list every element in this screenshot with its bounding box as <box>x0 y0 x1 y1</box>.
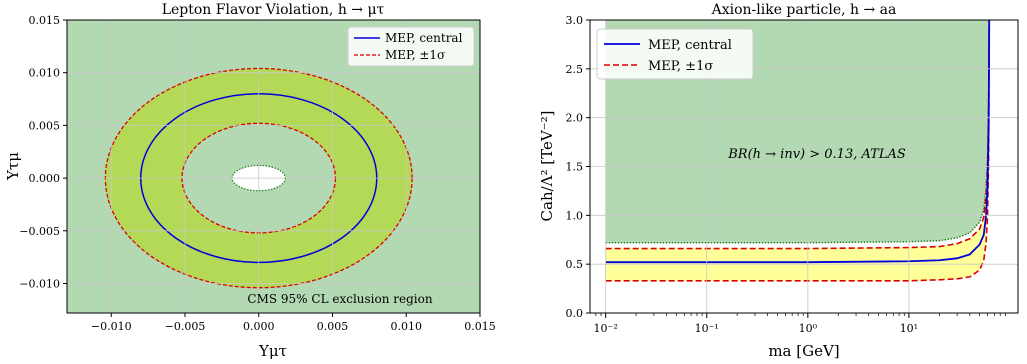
alp-central-line <box>605 20 991 264</box>
lfv-y-tick-label: 0.005 <box>29 119 61 132</box>
alp-legend: MEP, central MEP, ±1σ <box>596 28 754 80</box>
alp-chart: 10⁻² 10⁻¹ 10⁰ 10¹ 0.0 0.5 1.0 1.5 2.0 2.5 3.0 Axi… <box>538 2 1019 360</box>
alp-x-axis-label: ma [GeV] <box>768 342 839 360</box>
alp-y-axis-label: Cah/Λ² [TeV⁻²] <box>538 111 556 222</box>
lfv-legend-box <box>347 26 475 67</box>
lfv-annotation: CMS 95% CL exclusion region <box>247 292 432 306</box>
lfv-x-axis-label: Υμτ <box>258 342 287 360</box>
lfv-x-tick-label: 0.010 <box>391 320 423 333</box>
lfv-legend-sigma-label: MEP, ±1σ <box>385 48 445 62</box>
lfv-legend: MEP, central MEP, ±1σ <box>347 26 475 67</box>
lfv-y-tick-label: 0.015 <box>29 14 61 27</box>
alp-legend-box <box>596 28 754 80</box>
alp-y-ticks: 0.0 0.5 1.0 1.5 2.0 2.5 3.0 <box>566 14 590 320</box>
lfv-x-tick-label: −0.005 <box>165 320 206 333</box>
alp-exclusion-boundary <box>605 20 990 244</box>
alp-y-tick-label: 1.0 <box>566 209 584 222</box>
alp-sigma-lower-line <box>605 20 991 282</box>
lfv-legend-central-label: MEP, central <box>385 31 463 45</box>
lfv-y-axis-label: Υτμ <box>4 152 22 181</box>
alp-y-tick-label: 2.5 <box>566 63 584 76</box>
lfv-y-tick-label: −0.010 <box>19 277 60 290</box>
lfv-grid <box>67 20 480 313</box>
lfv-chart: −0.010 −0.005 0.000 0.005 0.010 0.015 −0.010−… <box>4 2 496 360</box>
lfv-x-ticks: −0.010 −0.005 0.000 0.005 0.010 0.015 <box>91 313 496 333</box>
alp-y-tick-label: 3.0 <box>566 14 584 27</box>
lfv-y-tick-label: 0.010 <box>29 67 61 80</box>
alp-sigma-band <box>605 20 990 281</box>
alp-x-tick-label: 10⁻¹ <box>695 322 719 335</box>
alp-grid <box>590 20 1018 313</box>
lfv-x-tick-label: 0.000 <box>243 320 275 333</box>
alp-x-ticks: 10⁻² 10⁻¹ 10⁰ 10¹ <box>594 313 1006 335</box>
lfv-x-tick-label: 0.015 <box>464 320 496 333</box>
lfv-y-tick-label: −0.005 <box>19 225 60 238</box>
alp-y-tick-label: 2.0 <box>566 112 584 125</box>
alp-y-tick-label: 1.5 <box>566 161 584 174</box>
alp-x-tick-label: 10⁰ <box>799 322 818 335</box>
lfv-x-tick-label: −0.010 <box>91 320 132 333</box>
alp-legend-sigma-label: MEP, ±1σ <box>648 59 713 74</box>
lfv-axes-frame <box>66 19 481 314</box>
alp-legend-central-label: MEP, central <box>648 38 732 53</box>
alp-x-tick-label: 10¹ <box>900 322 918 335</box>
lfv-x-tick-label: 0.005 <box>317 320 349 333</box>
alp-y-tick-label: 0.5 <box>566 258 584 271</box>
lfv-y-ticks: −0.010 −0.005 0.000 0.005 0.010 0.015 <box>19 14 67 290</box>
alp-x-tick-label: 10⁻² <box>594 322 618 335</box>
alp-title: Axion-like particle, h → aa <box>711 2 897 18</box>
alp-annotation: BR(h → inv) > 0.13, ATLAS <box>727 147 906 162</box>
alp-y-tick-label: 0.0 <box>566 307 584 320</box>
lfv-y-tick-label: 0.000 <box>29 172 61 185</box>
lfv-sigma-band <box>105 68 413 288</box>
lfv-title: Lepton Flavor Violation, h → μτ <box>162 2 385 18</box>
lfv-plot-area <box>67 20 480 313</box>
